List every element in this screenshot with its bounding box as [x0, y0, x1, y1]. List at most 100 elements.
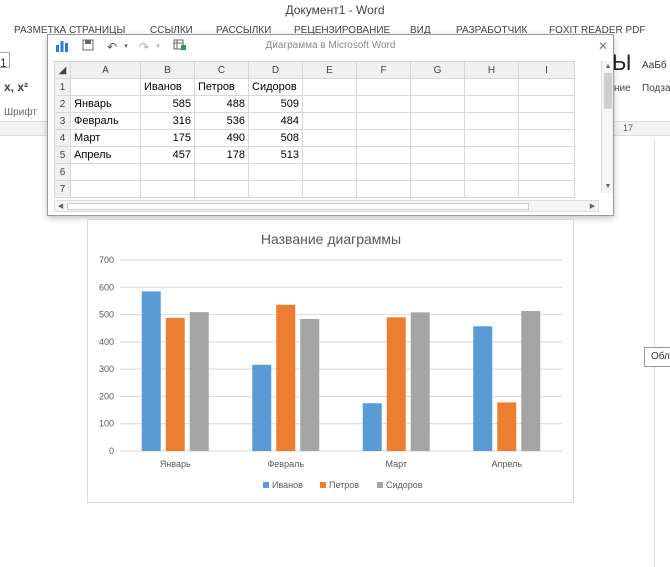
scroll-down-icon[interactable]: ▼ — [604, 183, 612, 190]
cell[interactable]: Январь — [70, 95, 141, 113]
cell[interactable]: 484 — [248, 112, 303, 130]
tab-developer[interactable]: РАЗРАБОТЧИК — [456, 25, 528, 36]
bar-chart[interactable]: Название диаграммы 0 100 200 300 400 500 600 700… — [88, 220, 575, 504]
undo-icon[interactable]: ↶ — [106, 40, 118, 54]
cell[interactable]: 585 — [140, 95, 195, 113]
column-header[interactable]: C — [194, 61, 249, 79]
cell[interactable] — [518, 129, 575, 147]
select-all-corner[interactable]: ◢ — [54, 61, 71, 79]
style-label-1[interactable]: ние — [614, 83, 631, 94]
cell[interactable] — [518, 146, 575, 164]
style-label-2[interactable]: Подза — [642, 83, 670, 94]
cell[interactable] — [356, 78, 411, 96]
cell[interactable] — [302, 112, 357, 130]
column-header[interactable]: E — [302, 61, 357, 79]
scroll-thumb[interactable] — [67, 203, 529, 210]
cell[interactable] — [302, 95, 357, 113]
row-header[interactable]: 4 — [54, 129, 71, 147]
cell[interactable] — [70, 180, 141, 198]
cell[interactable] — [356, 95, 411, 113]
close-icon[interactable]: ✕ — [597, 39, 609, 53]
cell[interactable] — [410, 112, 465, 130]
tab-references[interactable]: ССЫЛКИ — [150, 25, 193, 36]
cell[interactable] — [464, 129, 519, 147]
cell[interactable] — [464, 112, 519, 130]
cell[interactable] — [518, 95, 575, 113]
cell[interactable] — [464, 78, 519, 96]
scroll-up-icon[interactable]: ▲ — [604, 63, 612, 70]
cell[interactable]: Февраль — [70, 112, 141, 130]
tab-review[interactable]: РЕЦЕНЗИРОВАНИЕ — [294, 25, 391, 36]
chart-area[interactable]: Название диаграммы 0 100 200 300 400 500 600 700… — [87, 219, 574, 503]
cell[interactable] — [140, 180, 195, 198]
subscript-superscript-buttons[interactable]: x, x² — [4, 80, 29, 94]
redo-icon[interactable]: ↷ — [138, 40, 150, 54]
cell[interactable] — [518, 112, 575, 130]
cell[interactable]: 508 — [248, 129, 303, 147]
cell[interactable]: 175 — [140, 129, 195, 147]
cell[interactable] — [410, 129, 465, 147]
scroll-left-icon[interactable]: ◀ — [57, 203, 64, 210]
cell[interactable] — [302, 180, 357, 198]
cell[interactable] — [248, 180, 303, 198]
column-header[interactable]: D — [248, 61, 303, 79]
undo-dropdown-icon[interactable]: ▾ — [124, 43, 128, 50]
cell[interactable]: 457 — [140, 146, 195, 164]
row-header[interactable]: 1 — [54, 78, 71, 96]
cell[interactable] — [464, 180, 519, 198]
cell[interactable]: 513 — [248, 146, 303, 164]
cell[interactable] — [518, 163, 575, 181]
cell[interactable] — [140, 163, 195, 181]
cell[interactable]: 316 — [140, 112, 195, 130]
scroll-right-icon[interactable]: ▶ — [589, 203, 596, 210]
cell[interactable] — [356, 129, 411, 147]
row-header[interactable]: 2 — [54, 95, 71, 113]
redo-dropdown-icon[interactable]: ▾ — [156, 43, 160, 50]
style-preview-small[interactable]: АаБб — [642, 60, 667, 71]
row-header[interactable]: 7 — [54, 180, 71, 198]
row-header[interactable]: 5 — [54, 146, 71, 164]
cell[interactable] — [518, 78, 575, 96]
cell[interactable] — [410, 95, 465, 113]
cell[interactable] — [302, 163, 357, 181]
font-size-box[interactable] — [0, 52, 10, 68]
cell[interactable]: Сидоров — [248, 78, 303, 96]
cell[interactable] — [356, 180, 411, 198]
column-header[interactable]: H — [464, 61, 519, 79]
cell[interactable] — [410, 146, 465, 164]
cell[interactable]: Петров — [194, 78, 249, 96]
cell[interactable] — [194, 163, 249, 181]
column-header[interactable]: F — [356, 61, 411, 79]
spreadsheet-grid[interactable]: ◢ A B C D E F G H I 1 Иванов Петров Сидо… — [54, 61, 575, 198]
cell[interactable]: 488 — [194, 95, 249, 113]
cell[interactable] — [518, 180, 575, 198]
cell[interactable] — [70, 78, 141, 96]
cell[interactable]: Иванов — [140, 78, 195, 96]
cell[interactable]: 509 — [248, 95, 303, 113]
cell[interactable]: Апрель — [70, 146, 141, 164]
row-header[interactable]: 3 — [54, 112, 71, 130]
cell[interactable] — [356, 163, 411, 181]
cell[interactable]: Март — [70, 129, 141, 147]
cell[interactable]: 490 — [194, 129, 249, 147]
tab-page-layout[interactable]: РАЗМЕТКА СТРАНИЦЫ — [14, 25, 126, 36]
cell[interactable] — [248, 163, 303, 181]
cell[interactable] — [410, 163, 465, 181]
vertical-scrollbar[interactable]: ▲ ▼ — [601, 61, 613, 193]
cell[interactable]: 536 — [194, 112, 249, 130]
cell[interactable] — [302, 129, 357, 147]
cell[interactable] — [410, 180, 465, 198]
cell[interactable]: 178 — [194, 146, 249, 164]
column-header[interactable]: B — [140, 61, 195, 79]
cell[interactable] — [302, 78, 357, 96]
tab-mailings[interactable]: РАССЫЛКИ — [216, 25, 272, 36]
save-icon[interactable] — [80, 39, 96, 55]
column-header[interactable]: A — [70, 61, 141, 79]
cell[interactable] — [464, 163, 519, 181]
cell[interactable] — [356, 146, 411, 164]
horizontal-scrollbar[interactable]: ◀ ▶ — [54, 200, 599, 212]
tab-foxit[interactable]: FOXIT READER PDF — [549, 25, 646, 36]
row-header[interactable]: 6 — [54, 163, 71, 181]
scroll-thumb[interactable] — [604, 73, 612, 109]
tab-view[interactable]: ВИД — [410, 25, 431, 36]
